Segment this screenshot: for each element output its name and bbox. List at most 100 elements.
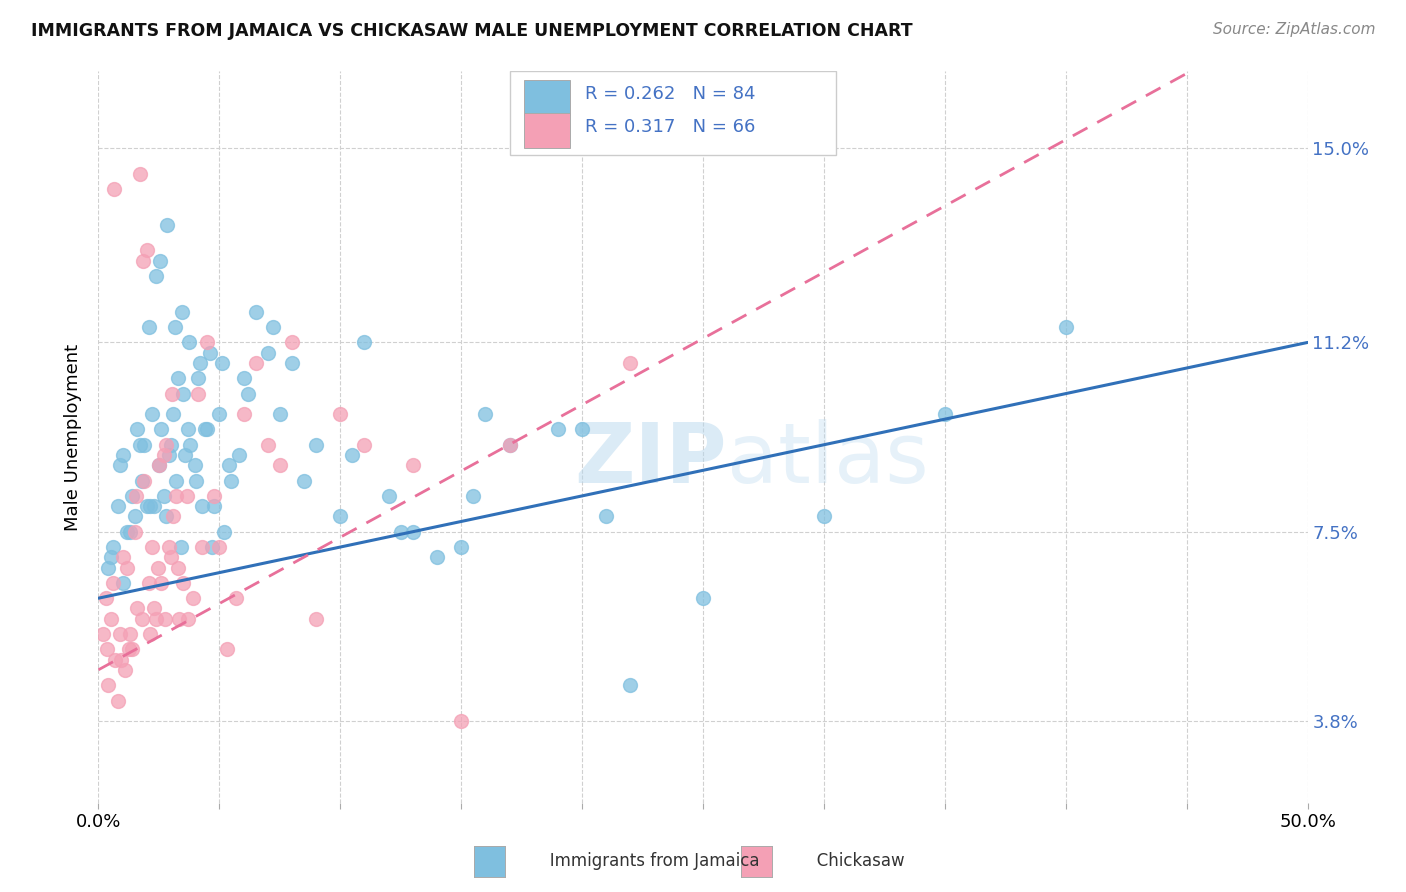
Point: [155, 509, 177, 524]
Point: [595, 509, 617, 524]
Point: [813, 509, 835, 524]
Point: [170, 305, 193, 319]
Point: [160, 550, 183, 565]
Point: [138, 575, 160, 590]
Point: [474, 407, 496, 421]
Text: IMMIGRANTS FROM JAMAICA VS CHICKASAW MALE UNEMPLOYMENT CORRELATION CHART: IMMIGRANTS FROM JAMAICA VS CHICKASAW MAL…: [31, 22, 912, 40]
Point: [402, 458, 425, 473]
Point: [179, 335, 201, 350]
Point: [174, 448, 197, 462]
Point: [169, 612, 191, 626]
Point: [114, 663, 136, 677]
Point: [389, 524, 412, 539]
Point: [269, 407, 291, 421]
Point: [165, 474, 187, 488]
Point: [195, 335, 218, 350]
Point: [934, 407, 956, 421]
Point: [156, 218, 179, 232]
Point: [132, 253, 155, 268]
Point: [111, 575, 134, 590]
Point: [172, 575, 194, 590]
Point: [141, 407, 163, 421]
Point: [127, 601, 149, 615]
Bar: [524, 113, 569, 148]
Point: [108, 458, 131, 473]
Point: [139, 499, 162, 513]
Point: [181, 591, 204, 606]
Point: [212, 524, 235, 539]
Point: [165, 489, 187, 503]
Point: [141, 540, 163, 554]
Point: [108, 627, 131, 641]
Point: [377, 489, 399, 503]
Y-axis label: Male Unemployment: Male Unemployment: [65, 343, 83, 531]
Point: [127, 422, 149, 436]
Point: [208, 540, 231, 554]
Point: [128, 167, 150, 181]
Point: [176, 489, 198, 503]
Point: [177, 612, 200, 626]
Point: [162, 407, 184, 421]
Text: Chickasaw: Chickasaw: [801, 852, 905, 870]
Point: [94, 591, 117, 606]
Point: [101, 540, 124, 554]
Point: [121, 489, 143, 503]
Point: [225, 591, 247, 606]
Point: [547, 422, 569, 436]
Point: [149, 253, 172, 268]
Point: [184, 458, 207, 473]
Point: [245, 356, 267, 370]
Point: [155, 438, 177, 452]
Point: [107, 693, 129, 707]
Point: [125, 489, 148, 503]
Bar: [524, 80, 569, 115]
FancyBboxPatch shape: [509, 71, 837, 155]
Point: [204, 499, 226, 513]
Point: [269, 458, 291, 473]
Point: [153, 612, 176, 626]
Point: [498, 438, 520, 452]
Point: [97, 678, 120, 692]
Point: [1054, 320, 1077, 334]
Point: [215, 642, 238, 657]
Point: [292, 474, 315, 488]
Text: Source: ZipAtlas.com: Source: ZipAtlas.com: [1212, 22, 1375, 37]
Point: [101, 575, 124, 590]
Point: [201, 540, 224, 554]
Point: [117, 524, 139, 539]
Point: [281, 335, 304, 350]
Point: [281, 356, 304, 370]
Point: [117, 560, 139, 574]
Point: [619, 356, 641, 370]
Point: [134, 474, 156, 488]
Point: [100, 550, 122, 565]
Point: [96, 642, 118, 657]
Point: [150, 575, 173, 590]
Point: [498, 438, 520, 452]
Point: [198, 345, 221, 359]
Point: [124, 509, 146, 524]
Point: [167, 560, 190, 574]
Point: [262, 320, 284, 334]
Point: [211, 356, 233, 370]
Point: [103, 182, 125, 196]
Point: [110, 652, 132, 666]
Point: [157, 540, 180, 554]
Point: [121, 642, 143, 657]
Point: [619, 678, 641, 692]
Point: [186, 474, 208, 488]
Point: [179, 438, 201, 452]
Point: [256, 438, 278, 452]
Point: [143, 601, 166, 615]
Point: [162, 509, 184, 524]
Point: [238, 386, 260, 401]
Point: [163, 320, 186, 334]
Point: [228, 448, 250, 462]
Point: [91, 627, 114, 641]
Point: [256, 345, 278, 359]
Point: [195, 422, 218, 436]
Point: [194, 422, 217, 436]
Point: [146, 560, 169, 574]
Point: [167, 371, 190, 385]
Point: [187, 371, 209, 385]
